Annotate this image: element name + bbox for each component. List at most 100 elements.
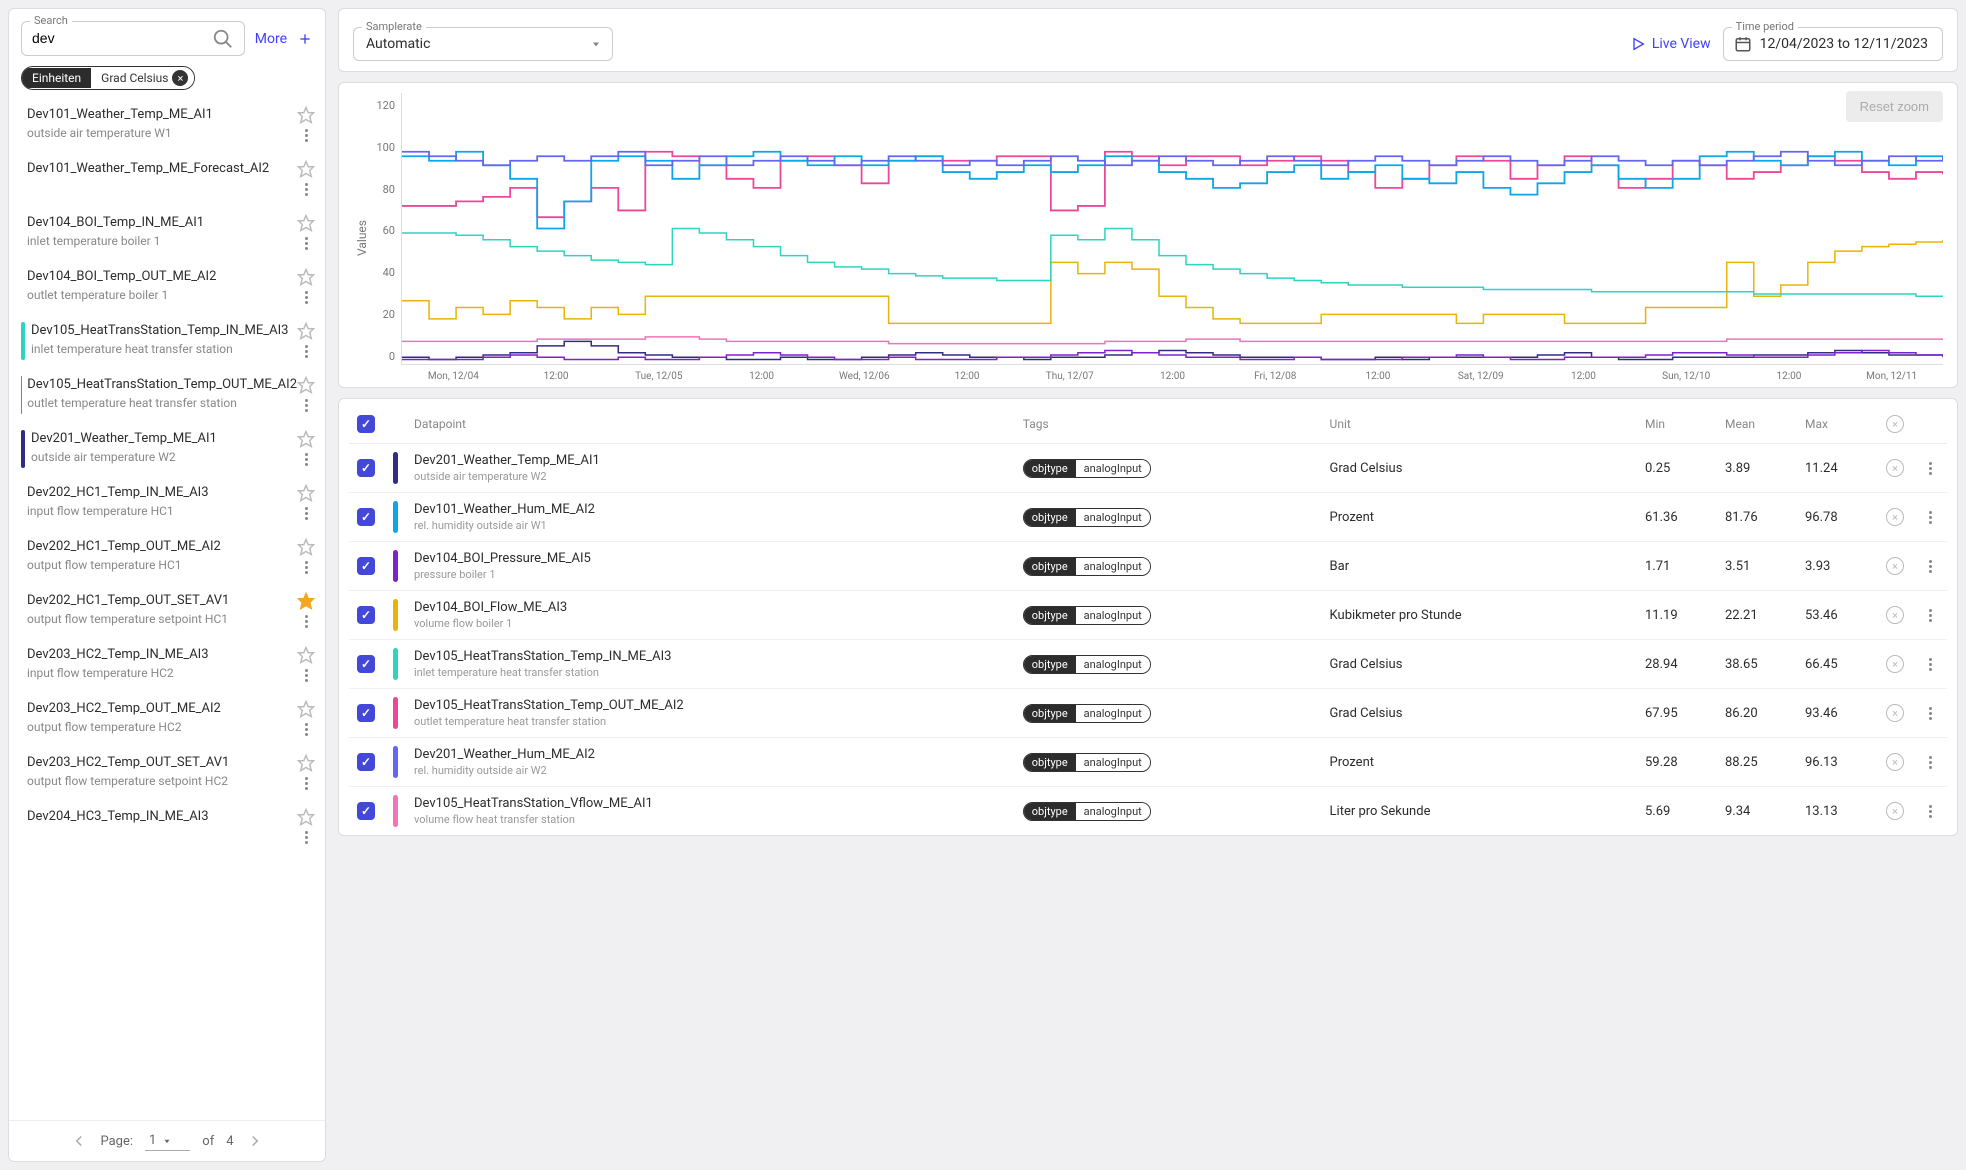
list-item[interactable]: Dev104_BOI_Temp_OUT_ME_AI2outlet tempera… (9, 260, 319, 314)
more-icon[interactable] (297, 612, 315, 630)
list-item[interactable]: Dev105_HeatTransStation_Temp_OUT_ME_AI2o… (9, 368, 319, 422)
tag[interactable]: objtypeanalogInput (1023, 459, 1151, 478)
star-icon[interactable] (297, 106, 315, 124)
list-item[interactable]: Dev203_HC2_Temp_OUT_SET_AV1output flow t… (9, 746, 319, 800)
clear-all-icon[interactable]: × (1886, 415, 1904, 433)
tag[interactable]: objtypeanalogInput (1023, 704, 1151, 723)
item-desc: outlet temperature heat transfer station (27, 396, 297, 410)
tag[interactable]: objtypeanalogInput (1023, 606, 1151, 625)
star-icon[interactable] (297, 484, 315, 502)
chart-panel: Reset zoom Values 120100806040200 Mon, 1… (338, 82, 1958, 388)
search-icon[interactable] (212, 28, 234, 50)
more-link[interactable]: More (255, 31, 287, 47)
star-icon[interactable] (297, 754, 315, 772)
chart-plot[interactable]: Mon, 12/0412:00Tue, 12/0512:00Wed, 12/06… (401, 93, 1943, 365)
star-icon[interactable] (297, 808, 315, 826)
row-more-icon[interactable] (1921, 606, 1939, 624)
more-icon[interactable] (297, 828, 315, 846)
select-all-checkbox[interactable] (357, 415, 375, 433)
remove-row-icon[interactable]: × (1886, 802, 1904, 820)
remove-row-icon[interactable]: × (1886, 704, 1904, 722)
star-icon[interactable] (297, 538, 315, 556)
more-icon[interactable] (297, 234, 315, 252)
more-icon[interactable] (297, 666, 315, 684)
row-more-icon[interactable] (1921, 557, 1939, 575)
prev-page-icon[interactable] (70, 1132, 88, 1150)
row-more-icon[interactable] (1921, 655, 1939, 673)
samplerate-select[interactable]: Samplerate Automatic (353, 27, 613, 61)
list-item[interactable]: Dev202_HC1_Temp_OUT_ME_AI2output flow te… (9, 530, 319, 584)
chip-remove-icon[interactable]: × (172, 70, 188, 86)
plus-icon[interactable] (297, 31, 313, 47)
remove-row-icon[interactable]: × (1886, 753, 1904, 771)
more-icon[interactable] (297, 720, 315, 738)
tag[interactable]: objtypeanalogInput (1023, 557, 1151, 576)
dp-name: Dev101_Weather_Hum_ME_AI2 (414, 502, 1007, 517)
list-item[interactable]: Dev204_HC3_Temp_IN_ME_AI3 (9, 800, 319, 854)
list-item[interactable]: Dev105_HeatTransStation_Temp_IN_ME_AI3in… (9, 314, 319, 368)
list-item[interactable]: Dev203_HC2_Temp_IN_ME_AI3input flow temp… (9, 638, 319, 692)
list-item[interactable]: Dev201_Weather_Temp_ME_AI1outside air te… (9, 422, 319, 476)
tag[interactable]: objtypeanalogInput (1023, 508, 1151, 527)
tag[interactable]: objtypeanalogInput (1023, 802, 1151, 821)
next-page-icon[interactable] (246, 1132, 264, 1150)
max-cell: 93.46 (1797, 689, 1877, 738)
row-checkbox[interactable] (357, 557, 375, 575)
time-period-value: 12/04/2023 to 12/11/2023 (1760, 36, 1928, 52)
search-field[interactable]: Search (21, 21, 245, 56)
star-icon[interactable] (297, 592, 315, 610)
sidebar-list[interactable]: Dev101_Weather_Temp_ME_AI1outside air te… (9, 98, 325, 1120)
search-input[interactable] (32, 30, 204, 46)
list-item[interactable]: Dev202_HC1_Temp_IN_ME_AI3input flow temp… (9, 476, 319, 530)
remove-row-icon[interactable]: × (1886, 606, 1904, 624)
remove-row-icon[interactable]: × (1886, 508, 1904, 526)
more-icon[interactable] (297, 342, 315, 360)
row-checkbox[interactable] (357, 655, 375, 673)
more-icon[interactable] (297, 396, 315, 414)
star-icon[interactable] (297, 214, 315, 232)
more-icon[interactable] (297, 126, 315, 144)
tag[interactable]: objtypeanalogInput (1023, 753, 1151, 772)
list-item[interactable]: Dev101_Weather_Temp_ME_Forecast_AI2 (9, 152, 319, 206)
star-icon[interactable] (297, 430, 315, 448)
row-more-icon[interactable] (1921, 753, 1939, 771)
row-more-icon[interactable] (1921, 704, 1939, 722)
row-checkbox[interactable] (357, 606, 375, 624)
star-icon[interactable] (297, 160, 315, 178)
star-icon[interactable] (297, 268, 315, 286)
row-checkbox[interactable] (357, 508, 375, 526)
more-icon[interactable] (297, 180, 315, 198)
star-icon[interactable] (297, 322, 315, 340)
th-min: Min (1637, 405, 1717, 444)
more-icon[interactable] (297, 774, 315, 792)
remove-row-icon[interactable]: × (1886, 557, 1904, 575)
row-more-icon[interactable] (1921, 459, 1939, 477)
page-select[interactable]: 1 (145, 1131, 190, 1151)
table-row: Dev201_Weather_Hum_ME_AI2rel. humidity o… (349, 738, 1947, 787)
color-indicator (21, 322, 25, 360)
list-item[interactable]: Dev101_Weather_Temp_ME_AI1outside air te… (9, 98, 319, 152)
list-item[interactable]: Dev202_HC1_Temp_OUT_SET_AV1output flow t… (9, 584, 319, 638)
more-icon[interactable] (297, 504, 315, 522)
item-desc: inlet temperature heat transfer station (31, 342, 297, 356)
star-icon[interactable] (297, 646, 315, 664)
row-checkbox[interactable] (357, 704, 375, 722)
row-checkbox[interactable] (357, 459, 375, 477)
tag[interactable]: objtypeanalogInput (1023, 655, 1151, 674)
row-more-icon[interactable] (1921, 802, 1939, 820)
row-more-icon[interactable] (1921, 508, 1939, 526)
live-view-button[interactable]: Live View (1630, 36, 1711, 52)
star-icon[interactable] (297, 700, 315, 718)
row-checkbox[interactable] (357, 802, 375, 820)
more-icon[interactable] (297, 288, 315, 306)
star-icon[interactable] (297, 376, 315, 394)
more-icon[interactable] (297, 450, 315, 468)
remove-row-icon[interactable]: × (1886, 655, 1904, 673)
time-period-picker[interactable]: Time period 12/04/2023 to 12/11/2023 (1723, 27, 1943, 61)
filter-chip[interactable]: Einheiten Grad Celsius × (21, 66, 195, 90)
list-item[interactable]: Dev203_HC2_Temp_OUT_ME_AI2output flow te… (9, 692, 319, 746)
more-icon[interactable] (297, 558, 315, 576)
remove-row-icon[interactable]: × (1886, 459, 1904, 477)
row-checkbox[interactable] (357, 753, 375, 771)
list-item[interactable]: Dev104_BOI_Temp_IN_ME_AI1inlet temperatu… (9, 206, 319, 260)
